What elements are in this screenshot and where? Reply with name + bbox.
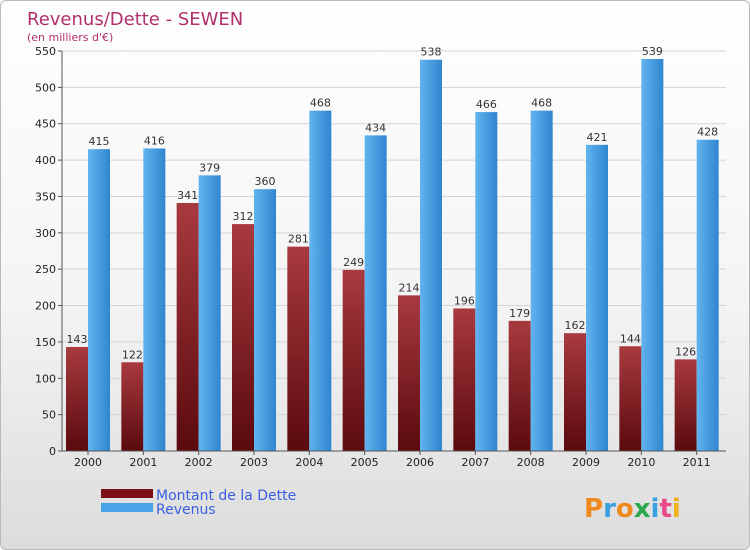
bar-dette <box>232 224 254 451</box>
data-label: 122 <box>122 348 143 361</box>
bar-dette <box>564 333 586 451</box>
y-tick-label: 500 <box>35 81 56 94</box>
y-tick-label: 250 <box>35 263 56 276</box>
x-tick-label: 2005 <box>351 456 379 469</box>
logo-text: Proxiti <box>584 494 681 524</box>
bars: 143 415 122 416 341 379 312 360 281 468 249 434 214 5… <box>66 45 719 452</box>
legend-label-debt: Montant de la Dette <box>156 488 296 504</box>
bar-revenus <box>254 189 276 451</box>
bar-revenus <box>309 110 332 452</box>
data-label: 249 <box>343 256 364 269</box>
bar-dette <box>66 347 88 451</box>
x-tick-label: 2010 <box>627 456 655 469</box>
data-label: 196 <box>454 294 475 307</box>
y-tick-label: 400 <box>35 154 56 167</box>
chart-title: Revenus/Dette - SEWEN <box>27 9 243 30</box>
data-label: 415 <box>89 135 110 148</box>
data-label: 539 <box>642 45 663 58</box>
y-tick-label: 100 <box>35 372 56 385</box>
data-label: 341 <box>177 189 198 202</box>
legend: Montant de la Dette Revenus <box>101 488 296 518</box>
data-label: 466 <box>476 98 497 111</box>
bar-revenus <box>530 110 553 452</box>
data-label: 468 <box>531 97 552 110</box>
y-tick-label: 550 <box>35 45 56 58</box>
y-tick-label: 350 <box>35 190 56 203</box>
x-tick-label: 2000 <box>74 456 102 469</box>
data-label: 538 <box>421 46 442 59</box>
data-label: 360 <box>255 175 276 188</box>
data-label: 421 <box>587 131 608 144</box>
y-tick-label: 200 <box>35 300 56 313</box>
logo-letter: t <box>659 494 671 524</box>
y-tick-label: 150 <box>35 336 56 349</box>
logo-letter: i <box>651 494 660 524</box>
x-tick-label: 2009 <box>572 456 600 469</box>
data-label: 143 <box>67 333 88 346</box>
logo-letter: P <box>584 494 603 524</box>
data-label: 416 <box>144 134 165 147</box>
legend-swatch-revenus <box>101 503 153 512</box>
bar-revenus <box>641 59 664 451</box>
x-axis: 2000 2001 2002 2003 2004 2005 2006 2007 2008 2009… <box>62 450 726 469</box>
legend-label-revenus: Revenus <box>156 502 216 518</box>
chart-subtitle: (en milliers d'€) <box>27 31 113 44</box>
bar-revenus <box>198 175 221 451</box>
data-label: 179 <box>509 307 530 320</box>
bar-revenus <box>420 59 442 452</box>
y-tick-label: 0 <box>49 445 56 458</box>
x-tick-label: 2006 <box>406 456 434 469</box>
y-tick-label: 300 <box>35 227 56 240</box>
bar-dette <box>398 295 420 451</box>
logo-letter: r <box>603 494 616 524</box>
data-label: 379 <box>199 161 220 174</box>
bar-dette <box>121 362 144 451</box>
data-label: 144 <box>620 332 641 345</box>
bar-revenus <box>143 148 166 452</box>
bar-dette <box>508 320 531 451</box>
x-tick-label: 2004 <box>295 456 323 469</box>
bar-revenus <box>475 112 498 451</box>
logo-letter: o <box>616 494 634 524</box>
bar-revenus <box>696 139 719 451</box>
bar-dette <box>674 359 697 451</box>
grid <box>62 50 726 452</box>
bar-dette <box>176 203 199 451</box>
logo-letter: i <box>672 494 681 524</box>
logo-letter: x <box>634 494 651 524</box>
legend-swatch-debt <box>101 489 153 498</box>
x-tick-label: 2001 <box>129 456 157 469</box>
y-tick-label: 450 <box>35 118 56 131</box>
data-label: 214 <box>399 281 420 294</box>
data-label: 162 <box>565 319 586 332</box>
data-label: 281 <box>288 233 309 246</box>
x-tick-label: 2011 <box>683 456 711 469</box>
proxiti-logo: Proxiti <box>584 494 681 524</box>
data-label: 434 <box>365 121 386 134</box>
bar-revenus <box>364 135 387 451</box>
x-tick-label: 2002 <box>185 456 213 469</box>
y-axis: 0 50 100 150 200 250 300 350 400 450 500 550 <box>35 45 63 458</box>
x-tick-label: 2003 <box>240 456 268 469</box>
x-tick-label: 2008 <box>517 456 545 469</box>
data-label: 468 <box>310 97 331 110</box>
data-label: 428 <box>697 126 718 139</box>
bar-dette <box>619 346 642 451</box>
bar-revenus <box>88 149 110 451</box>
data-label: 126 <box>675 345 696 358</box>
bar-dette <box>453 308 476 451</box>
data-label: 312 <box>233 210 254 223</box>
bar-dette <box>287 246 310 451</box>
y-tick-label: 50 <box>42 409 56 422</box>
bar-revenus <box>586 144 608 451</box>
bar-dette <box>342 269 365 451</box>
x-tick-label: 2007 <box>461 456 489 469</box>
